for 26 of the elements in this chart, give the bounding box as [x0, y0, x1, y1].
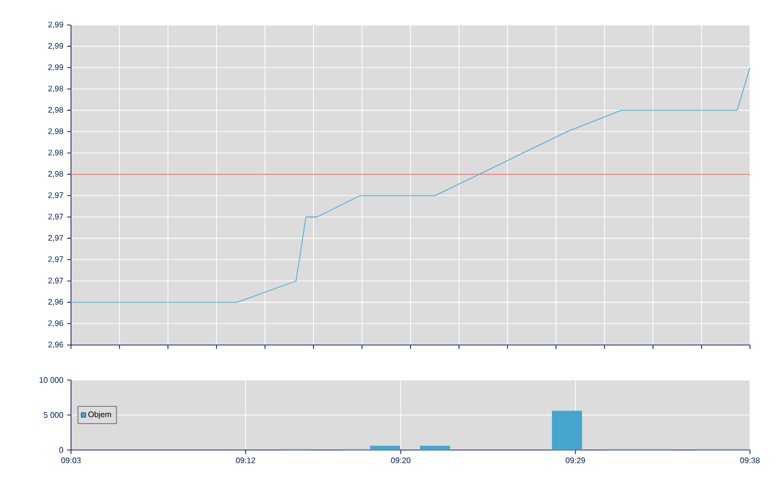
legend-label: Objem	[88, 411, 111, 419]
y-tick-label: 2,98	[48, 107, 64, 114]
y-tick-label: 2,99	[48, 64, 64, 71]
y-tick-label: 5 000	[44, 412, 64, 418]
y-tick-label: 2,96	[48, 342, 64, 348]
y-tick-label: 2,97	[48, 256, 64, 263]
x-tick-label: 09:12	[236, 458, 256, 464]
x-tick-label: 09:20	[391, 458, 410, 464]
y-tick-label: 0	[59, 447, 64, 453]
y-tick-label: 2,99	[48, 43, 64, 50]
y-tick-label: 2,99	[48, 22, 64, 28]
y-tick-label: 2,98	[48, 86, 64, 92]
y-tick-label: 2,97	[48, 214, 64, 220]
y-tick-label: 2,96	[48, 320, 64, 327]
y-tick-label: 2,97	[48, 235, 64, 242]
y-tick-label: 2,98	[48, 171, 64, 178]
y-tick-label: 10 000	[40, 377, 64, 383]
x-tick-label: 09:29	[566, 458, 586, 464]
x-tick-label: 09:03	[61, 458, 81, 464]
y-tick-label: 2,97	[48, 192, 64, 199]
y-tick-label: 2,96	[48, 299, 64, 306]
y-tick-label: 2,97	[48, 278, 64, 284]
line-series	[70, 67, 750, 303]
x-tick-label: 09:38	[740, 458, 760, 464]
y-tick-label: 2,98	[48, 128, 64, 135]
y-tick-label: 2,98	[48, 150, 64, 156]
